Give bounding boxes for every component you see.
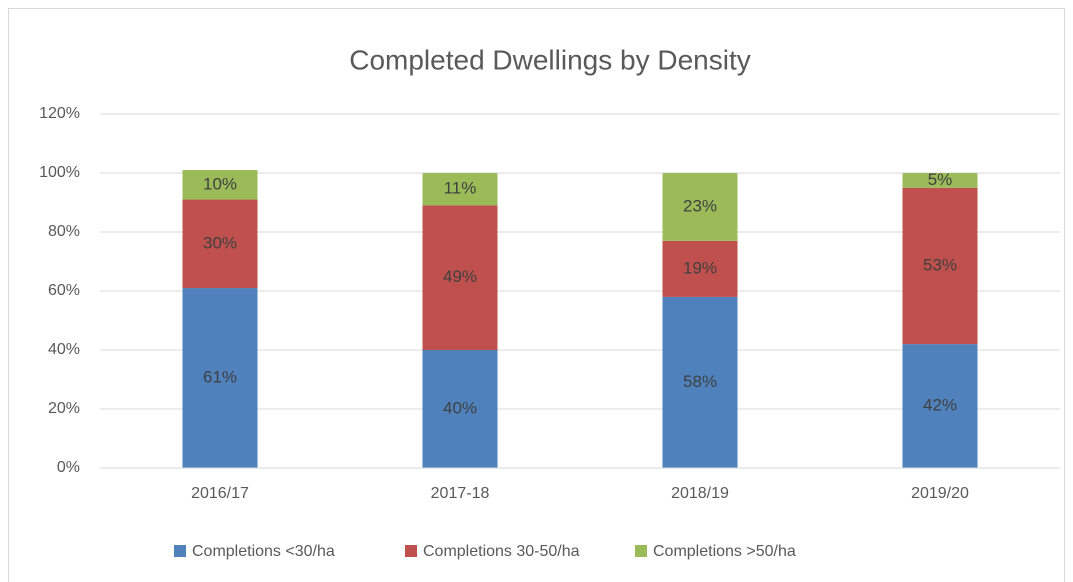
- x-tick-label: 2018/19: [671, 485, 729, 502]
- data-label: 19%: [683, 258, 717, 277]
- y-tick-label: 80%: [48, 223, 80, 240]
- data-label: 5%: [928, 170, 953, 189]
- data-label: 10%: [203, 174, 237, 193]
- chart-title: Completed Dwellings by Density: [349, 44, 751, 75]
- data-label: 23%: [683, 196, 717, 215]
- bar-segment: [182, 288, 258, 468]
- bar-segment: [662, 240, 738, 297]
- bar-segment: [422, 350, 498, 468]
- y-tick-label: 60%: [48, 282, 80, 299]
- bar-segment: [902, 187, 978, 345]
- legend-label: Completions >50/ha: [653, 543, 796, 560]
- x-tick-label: 2017-18: [431, 485, 490, 502]
- data-label: 40%: [443, 398, 477, 417]
- data-label: 58%: [683, 372, 717, 391]
- data-label: 49%: [443, 267, 477, 286]
- legend-swatch: [635, 545, 647, 557]
- x-tick-label: 2019/20: [911, 485, 969, 502]
- data-label: 61%: [203, 368, 237, 387]
- bar-segment: [182, 199, 258, 289]
- bar-segment: [902, 173, 978, 188]
- bar-segment: [662, 173, 738, 241]
- y-tick-label: 100%: [39, 164, 80, 181]
- bar-segment: [182, 170, 258, 200]
- data-label: 53%: [923, 255, 957, 274]
- bar-segment: [422, 173, 498, 206]
- legend-label: Completions 30-50/ha: [423, 543, 580, 560]
- bar-segment: [662, 296, 738, 468]
- data-label: 30%: [203, 233, 237, 252]
- data-label: 11%: [444, 179, 477, 198]
- legend-label: Completions <30/ha: [192, 543, 335, 560]
- x-tick-label: 2016/17: [191, 485, 249, 502]
- y-tick-label: 40%: [48, 341, 80, 358]
- bar-segment: [902, 344, 978, 468]
- legend-swatch: [174, 545, 186, 557]
- y-tick-label: 20%: [48, 400, 80, 417]
- data-label: 42%: [923, 396, 957, 415]
- legend-swatch: [405, 545, 417, 557]
- y-tick-label: 0%: [57, 459, 80, 476]
- bar-segment: [422, 205, 498, 350]
- y-tick-label: 120%: [39, 105, 80, 122]
